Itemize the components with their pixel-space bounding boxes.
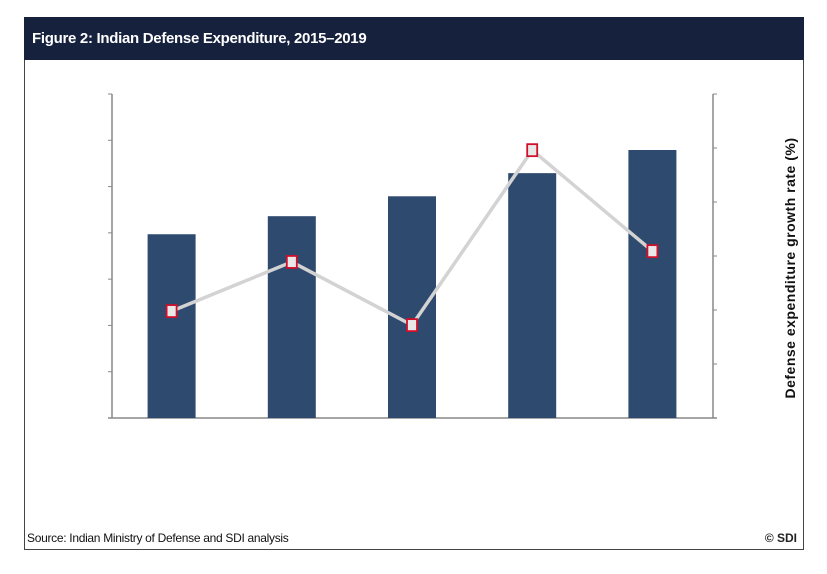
bar-2019 bbox=[628, 150, 677, 418]
bar-2015 bbox=[147, 234, 196, 418]
copyright: © SDI bbox=[764, 531, 797, 545]
bar-2018 bbox=[508, 173, 557, 418]
bar-2016 bbox=[267, 216, 316, 418]
growth-marker-2017 bbox=[406, 318, 418, 333]
source-note: Source: Indian Ministry of Defense and S… bbox=[27, 531, 289, 545]
bar-2017 bbox=[388, 196, 436, 418]
right-axis-label: Defense expenditure growth rate (%) bbox=[782, 137, 798, 399]
growth-marker-2018 bbox=[526, 143, 539, 158]
figure-header: Figure 2: Indian Defense Expenditure, 20… bbox=[24, 17, 804, 60]
growth-marker-2015 bbox=[165, 304, 178, 318]
growth-marker-2016 bbox=[285, 255, 298, 269]
figure-title: Figure 2: Indian Defense Expenditure, 20… bbox=[32, 30, 367, 47]
growth-marker-2019 bbox=[646, 244, 659, 259]
